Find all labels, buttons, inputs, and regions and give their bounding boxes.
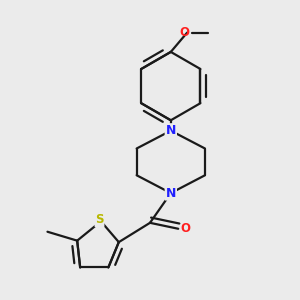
Text: O: O	[179, 26, 189, 39]
Text: N: N	[166, 187, 176, 200]
Text: N: N	[166, 124, 176, 137]
Text: S: S	[95, 213, 104, 226]
Text: O: O	[181, 222, 191, 235]
